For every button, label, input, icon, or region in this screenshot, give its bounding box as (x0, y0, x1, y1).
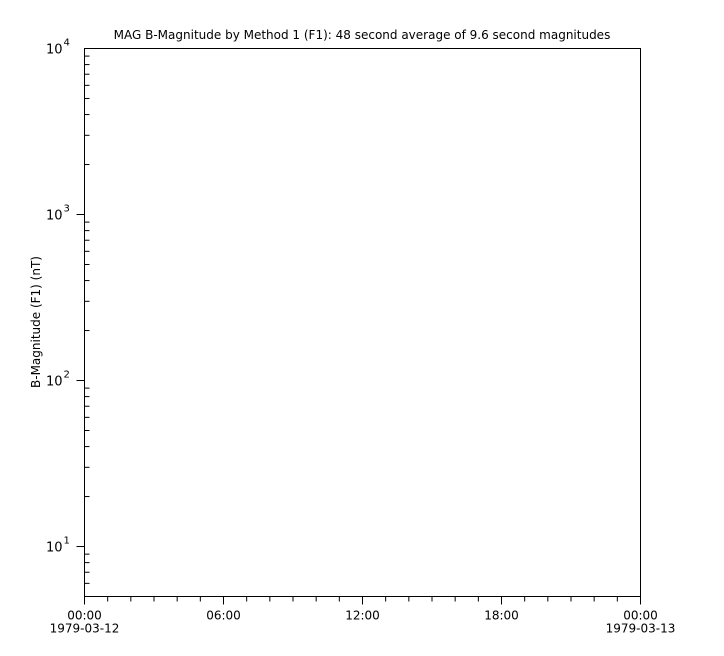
y-tick-label-exp: 2 (64, 370, 70, 381)
x-tick-label-time: 00:00 (67, 609, 102, 623)
y-tick-label-base: 10 (46, 375, 63, 390)
y-tick-label-exp: 3 (64, 204, 70, 215)
x-tick-label-time: 12:00 (345, 609, 380, 623)
x-tick-label-time: 00:00 (623, 609, 658, 623)
x-tick-label-time: 18:00 (484, 609, 519, 623)
y-tick-label-exp: 4 (64, 38, 70, 49)
chart-title: MAG B-Magnitude by Method 1 (F1): 48 sec… (114, 28, 611, 42)
x-tick-label-time: 06:00 (206, 609, 241, 623)
plot-frame (84, 48, 641, 597)
y-tick-label-exp: 1 (64, 536, 70, 547)
y-axis-label: B-Magnitude (F1) (nT) (29, 256, 43, 388)
y-tick-label-base: 10 (46, 43, 63, 58)
y-tick-label-base: 10 (46, 209, 63, 224)
x-tick-label-date: 1979-03-13 (606, 622, 676, 636)
y-tick-label-base: 10 (46, 541, 63, 556)
x-tick-label-date: 1979-03-12 (50, 622, 120, 636)
